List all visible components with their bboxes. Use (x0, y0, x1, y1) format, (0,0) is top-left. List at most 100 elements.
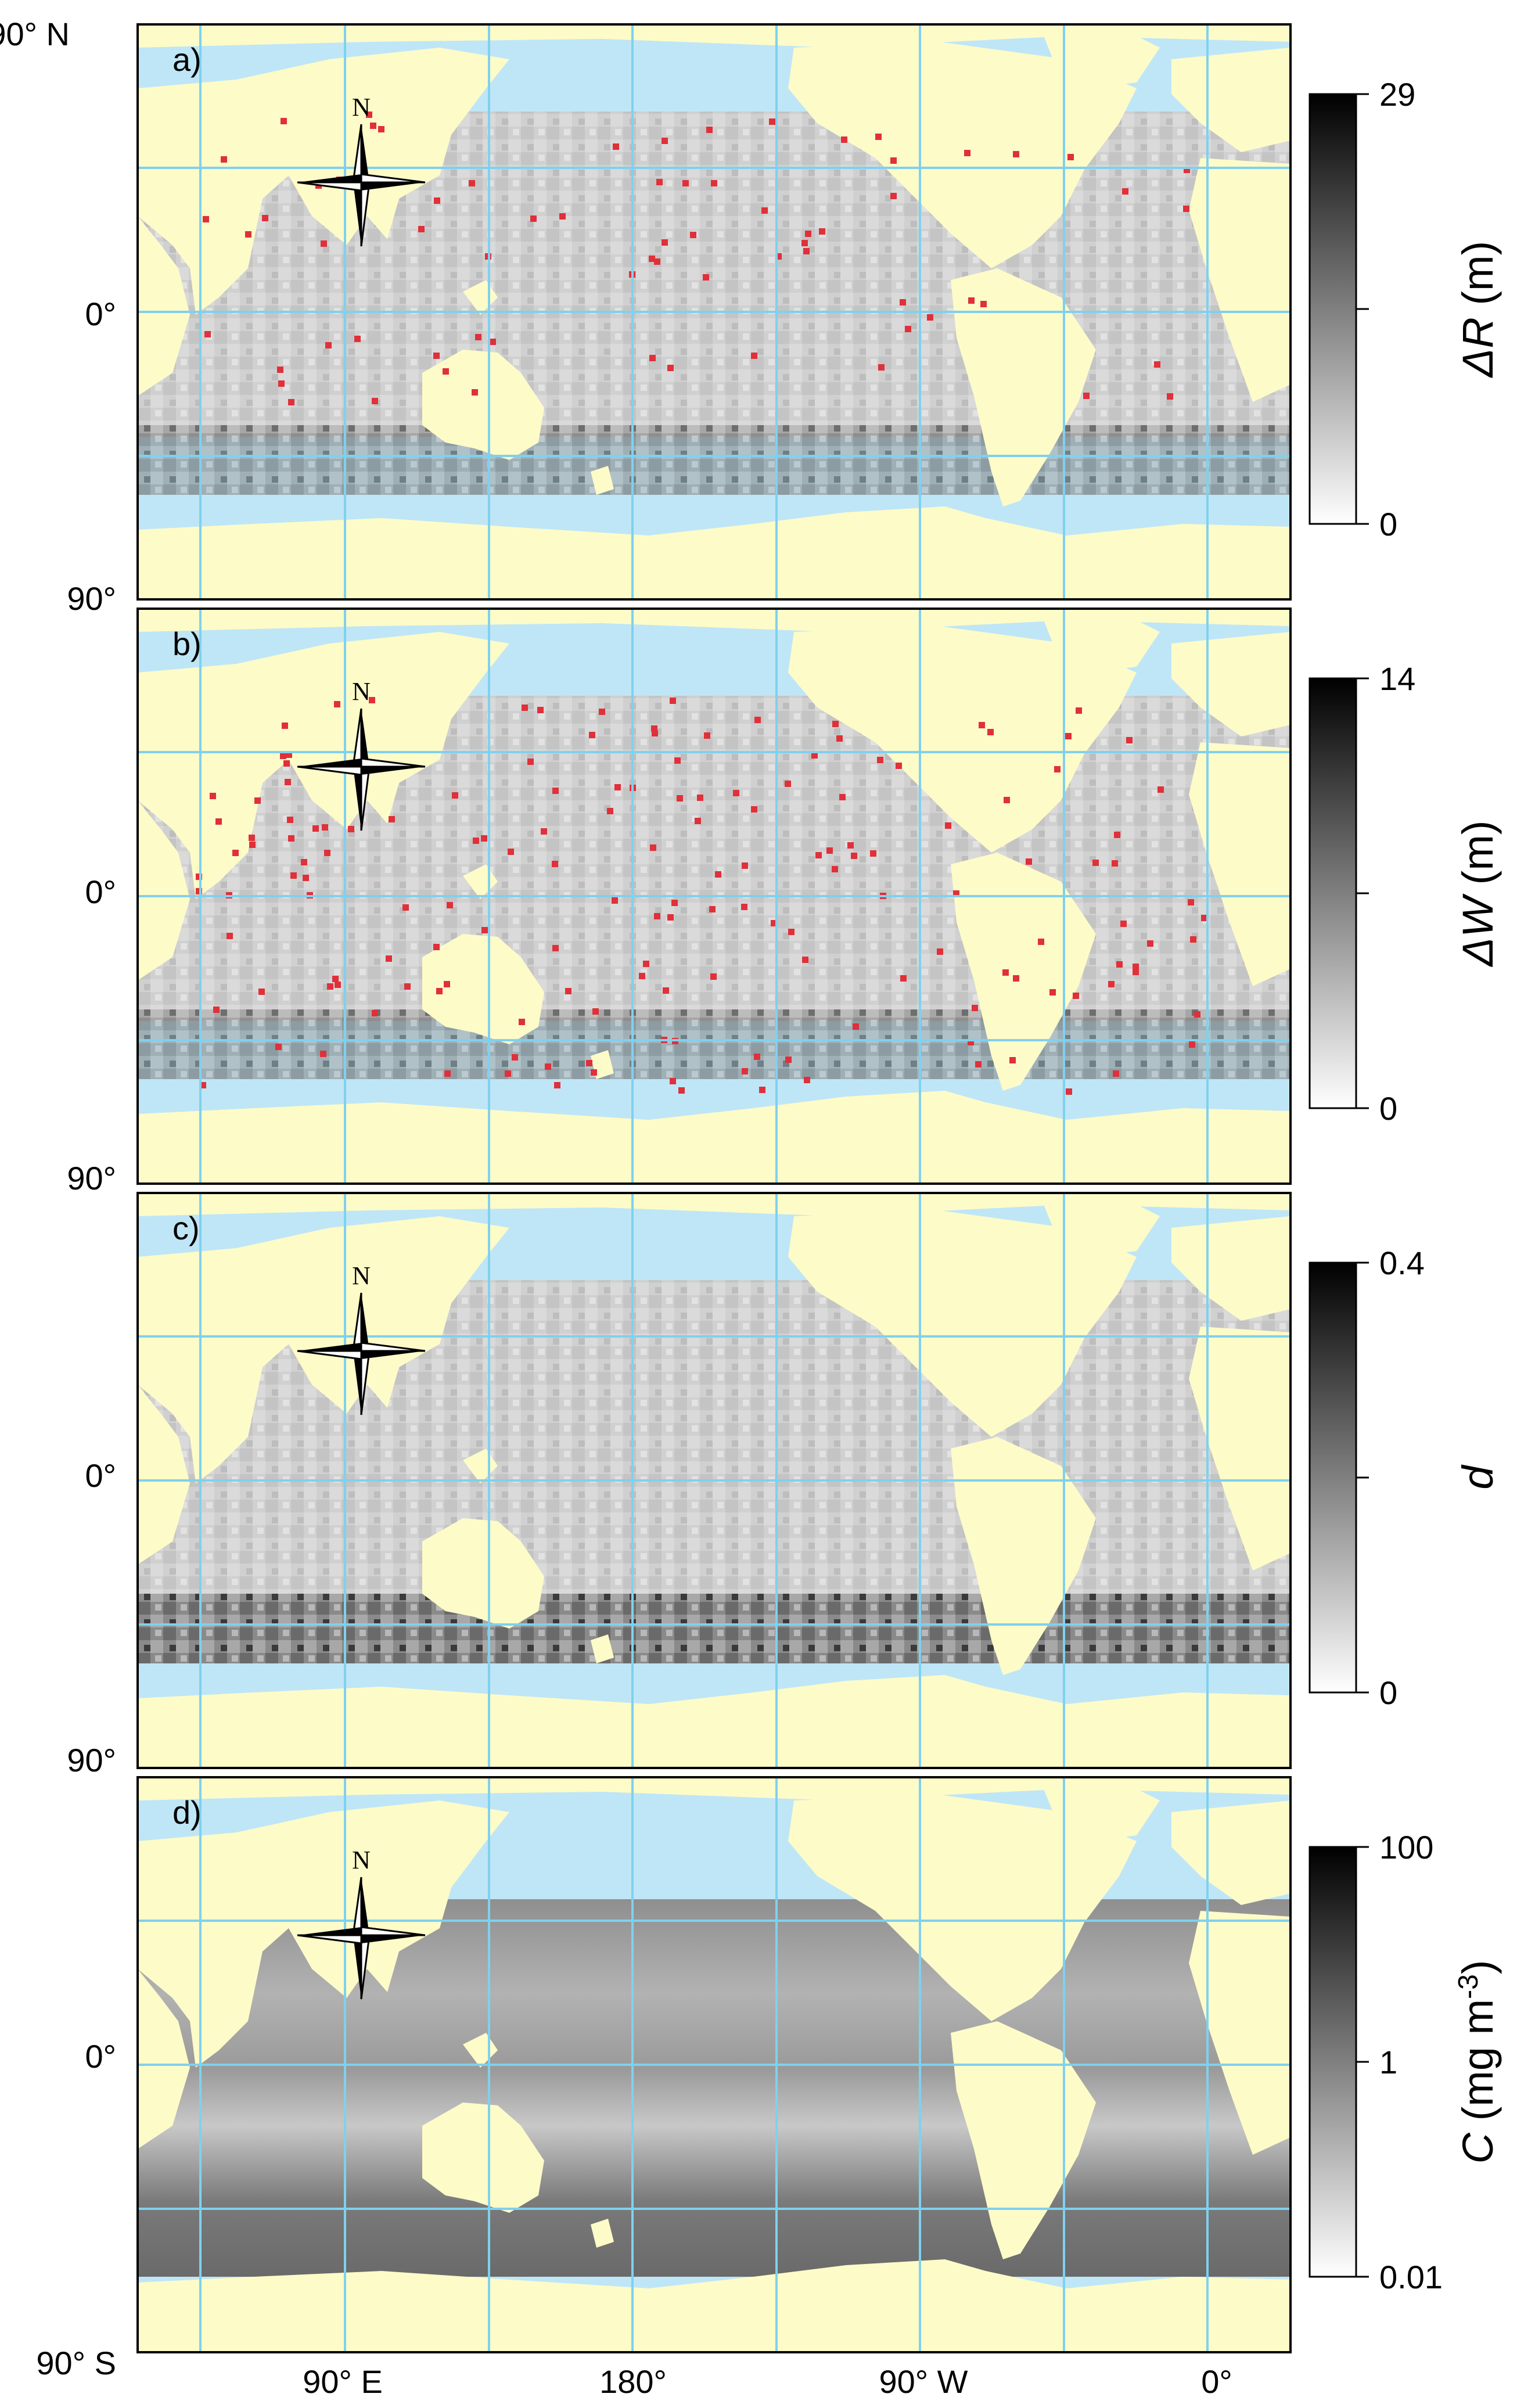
flagged-cell (434, 197, 440, 204)
flagged-cell (690, 232, 696, 238)
flagged-cell (334, 701, 340, 707)
flagged-cell (890, 157, 897, 164)
flagged-cell (196, 888, 202, 894)
flagged-cell (402, 904, 409, 911)
flagged-cell (469, 180, 475, 186)
flagged-cell (1201, 915, 1207, 921)
flagged-cell (639, 973, 645, 979)
flagged-cell (278, 380, 285, 387)
flagged-cell (321, 240, 327, 247)
flagged-cell (1120, 921, 1127, 927)
flagged-cell (512, 1054, 518, 1061)
flagged-cell (1194, 1011, 1200, 1018)
flagged-cell (841, 136, 847, 143)
flagged-cell (203, 216, 209, 222)
flagged-cell (670, 698, 676, 704)
flagged-cell (1002, 969, 1009, 976)
flagged-cell (1004, 797, 1010, 803)
flagged-cell (372, 398, 378, 404)
panel-letter: b) (172, 626, 202, 662)
flagged-cell (1183, 206, 1189, 212)
flagged-cell (785, 1056, 792, 1063)
colorbar-max-label: 29 (1379, 76, 1415, 113)
colorbar-min-label: 0.01 (1379, 2259, 1443, 2295)
data-field-southern-band (138, 1594, 1290, 1663)
colorbar-max-label: 14 (1379, 660, 1415, 697)
flagged-cell (1113, 1070, 1119, 1077)
compass-north-label: N (352, 677, 371, 706)
flagged-cell (1108, 981, 1115, 987)
flagged-cell (1076, 707, 1082, 714)
flagged-cell (662, 138, 668, 144)
lat-label-pole-d: 90° (67, 1742, 116, 1778)
flagged-cell (1122, 188, 1128, 195)
flagged-cell (443, 368, 449, 375)
flagged-cell (1133, 964, 1139, 970)
flagged-cell (327, 983, 333, 990)
flagged-cell (1188, 899, 1194, 905)
flagged-cell (804, 1077, 810, 1083)
flagged-cell (354, 336, 361, 342)
flagged-cell (1009, 1057, 1016, 1063)
flagged-cell (1013, 975, 1019, 982)
flagged-cell (283, 760, 290, 767)
flagged-cell (972, 1005, 978, 1011)
flagged-cell (245, 231, 251, 238)
flagged-cell (275, 1044, 282, 1050)
flagged-cell (433, 353, 440, 359)
flagged-cell (1189, 1041, 1195, 1048)
flagged-cell (1038, 939, 1044, 945)
colorbar (1308, 677, 1357, 1109)
flagged-cell (522, 705, 528, 711)
flagged-cell (1147, 940, 1153, 947)
lon-label-90w: 90° W (879, 2363, 968, 2400)
flagged-cell (1190, 936, 1196, 943)
flagged-cell (481, 927, 488, 933)
flagged-cell (968, 297, 975, 304)
flagged-cell (761, 207, 768, 214)
flagged-cell (662, 239, 668, 246)
compass-north-label: N (352, 1846, 371, 1874)
flagged-cell (979, 722, 985, 728)
flagged-cell (290, 872, 297, 879)
flagged-cell (281, 118, 287, 124)
flagged-cell (654, 913, 660, 919)
flagged-cell (418, 226, 425, 232)
colorbar-title: ΔR (m) (1454, 241, 1502, 379)
flagged-cell (213, 1007, 220, 1013)
compass-rose-icon: N (297, 1261, 426, 1415)
flagged-cell (697, 795, 703, 801)
flagged-cell (853, 1023, 859, 1030)
colorbar (1308, 1846, 1357, 2278)
flagged-cell (826, 847, 833, 854)
flagged-cell (505, 1070, 511, 1077)
lon-label-0: 0° (1201, 2363, 1232, 2400)
flagged-cell (322, 824, 328, 831)
panel-letter: d) (172, 1794, 202, 1831)
flagged-cell (832, 866, 838, 872)
flagged-cell (254, 797, 261, 804)
colorbar-max-label: 0.4 (1379, 1245, 1425, 1281)
flagged-cell (312, 825, 319, 832)
flagged-cell (836, 735, 843, 742)
flagged-cell (759, 1087, 765, 1093)
flagged-cell (671, 900, 678, 906)
flagged-cell (262, 215, 268, 221)
flagged-cell (277, 366, 283, 373)
flagged-cell (900, 299, 906, 306)
flagged-cell (586, 1060, 592, 1066)
compass-north-label: N (352, 1261, 371, 1290)
flagged-cell (282, 723, 288, 729)
flagged-cell (945, 822, 951, 829)
colorbar (1308, 93, 1357, 525)
panel-frame (136, 1192, 1292, 1769)
flagged-cell (975, 1061, 982, 1068)
flagged-cell (210, 793, 216, 799)
flagged-cell (541, 828, 547, 835)
flagged-cell (905, 326, 911, 332)
flagged-cell (369, 697, 375, 703)
flagged-cell (472, 389, 478, 396)
flagged-cell (775, 253, 782, 260)
flagged-cell (678, 1087, 685, 1094)
flagged-cell (802, 957, 808, 963)
